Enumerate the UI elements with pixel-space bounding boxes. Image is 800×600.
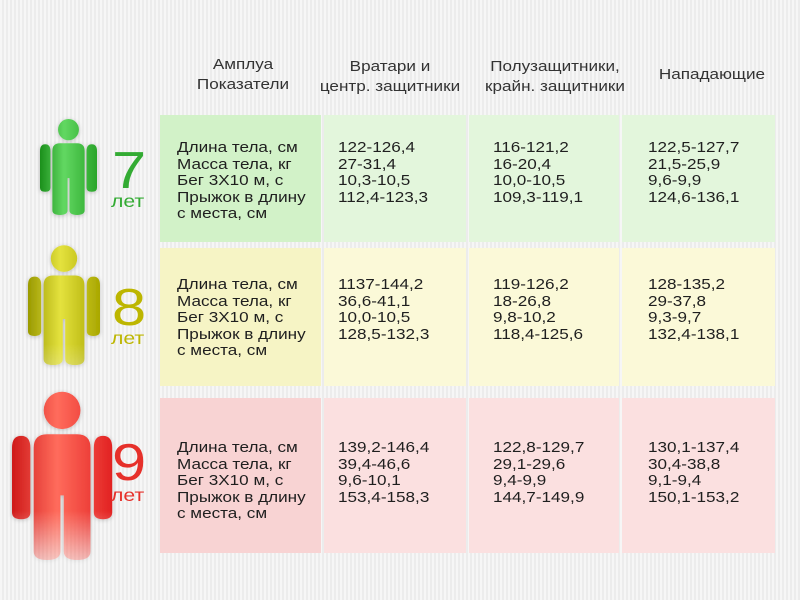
value: 29,1-29,6 <box>493 456 566 473</box>
header-midfielders-line: крайн. защитники <box>485 79 625 95</box>
indicator-label: Бег 3Х10 м, с <box>177 473 284 490</box>
header-midfielders: Полузащитники, крайн. защитники <box>472 57 637 97</box>
age-number: 9 <box>112 434 146 492</box>
indicator-label: Длина тела, см <box>177 440 298 456</box>
value: 21,5-25,9 <box>648 156 721 173</box>
header-forwards: Нападающие <box>635 65 788 85</box>
value: 119-126,2 <box>493 277 569 293</box>
value: 122-126,4 <box>338 140 416 156</box>
goalkeepers-cell: 139,2-146,4 39,4-46,6 9,6-10,1 153,4-158… <box>324 398 466 553</box>
value: 109,3-119,1 <box>493 189 584 206</box>
value: 16-20,4 <box>493 156 552 173</box>
forwards-cell: 128-135,2 29-37,8 9,3-9,7 132,4-138,1 <box>622 248 775 386</box>
value: 1137-144,2 <box>338 277 424 293</box>
value: 9,8-10,2 <box>493 310 556 327</box>
midfielders-cell: 122,8-129,7 29,1-29,6 9,4-9,9 144,7-149,… <box>469 398 619 553</box>
value: 27-31,4 <box>338 156 397 173</box>
indicator-label: Прыжок в длину <box>177 489 306 506</box>
indicator-label: Масса тела, кг <box>177 456 292 473</box>
value: 10,0-10,5 <box>338 310 411 327</box>
header-role-indicators: Амплуа Показатели <box>160 55 325 95</box>
header-goalkeepers-line: центр. защитники <box>319 79 461 95</box>
value: 9,1-9,4 <box>648 473 702 490</box>
midfielders-cell: 116-121,2 16-20,4 10,0-10,5 109,3-119,1 <box>469 115 619 242</box>
age-number: 7 <box>112 142 146 200</box>
value: 150,1-153,2 <box>648 489 740 506</box>
indicator-label: Масса тела, кг <box>177 156 292 173</box>
indicator-label: Прыжок в длину <box>177 189 306 206</box>
value: 10,0-10,5 <box>493 173 566 190</box>
header-role: Амплуа <box>212 57 274 73</box>
forwards-cell: 122,5-127,7 21,5-25,9 9,6-9,9 124,6-136,… <box>622 115 775 242</box>
age-group-row-9: Длина тела, см Масса тела, кг Бег 3Х10 м… <box>160 398 775 553</box>
indicator-label: Бег 3Х10 м, с <box>177 310 284 327</box>
age-figures: 7 лет 8 лет 9 лет <box>12 118 146 560</box>
indicators-cell: Длина тела, см Масса тела, кг Бег 3Х10 м… <box>160 115 321 242</box>
value: 30,4-38,8 <box>648 456 721 473</box>
value: 122,8-129,7 <box>493 440 585 456</box>
value: 139,2-146,4 <box>338 440 430 456</box>
header-goalkeepers-line: Вратари и <box>349 59 431 75</box>
value: 29-37,8 <box>648 293 707 310</box>
value: 18-26,8 <box>493 293 552 310</box>
indicator-label: Бег 3Х10 м, с <box>177 173 284 190</box>
value: 36,6-41,1 <box>338 293 411 310</box>
value: 124,6-136,1 <box>648 189 740 206</box>
value: 122,5-127,7 <box>648 140 740 156</box>
goalkeepers-cell: 1137-144,2 36,6-41,1 10,0-10,5 128,5-132… <box>324 248 466 386</box>
indicator-label: Длина тела, см <box>177 277 298 293</box>
age-unit: лет <box>111 485 144 505</box>
value: 9,4-9,9 <box>493 473 547 490</box>
value: 128,5-132,3 <box>338 326 430 343</box>
value: 128-135,2 <box>648 277 726 293</box>
value: 153,4-158,3 <box>338 489 430 506</box>
age-group-row-7: Длина тела, см Масса тела, кг Бег 3Х10 м… <box>160 115 775 242</box>
forwards-cell: 130,1-137,4 30,4-38,8 9,1-9,4 150,1-153,… <box>622 398 775 553</box>
indicator-label: с места, см <box>177 206 268 223</box>
value: 39,4-46,6 <box>338 456 411 473</box>
value: 144,7-149,9 <box>493 489 585 506</box>
value: 10,3-10,5 <box>338 173 411 190</box>
age-group-row-8: Длина тела, см Масса тела, кг Бег 3Х10 м… <box>160 248 775 386</box>
red-person-icon <box>12 391 113 560</box>
value: 130,1-137,4 <box>648 440 740 456</box>
indicator-label: с места, см <box>177 343 268 360</box>
value: 9,3-9,7 <box>648 310 702 327</box>
value: 116-121,2 <box>493 140 569 156</box>
indicators-cell: Длина тела, см Масса тела, кг Бег 3Х10 м… <box>160 398 321 553</box>
header-midfielders-line: Полузащитники, <box>490 59 620 75</box>
indicators-cell: Длина тела, см Масса тела, кг Бег 3Х10 м… <box>160 248 321 386</box>
value: 132,4-138,1 <box>648 326 740 343</box>
indicator-label: Прыжок в длину <box>177 326 306 343</box>
indicator-label: Масса тела, кг <box>177 293 292 310</box>
header-forwards-line: Нападающие <box>658 67 766 83</box>
midfielders-cell: 119-126,2 18-26,8 9,8-10,2 118,4-125,6 <box>469 248 619 386</box>
value: 9,6-10,1 <box>338 473 401 490</box>
yellow-person-icon <box>28 245 100 365</box>
value: 112,4-123,3 <box>338 189 429 206</box>
goalkeepers-cell: 122-126,4 27-31,4 10,3-10,5 112,4-123,3 <box>324 115 466 242</box>
value: 118,4-125,6 <box>493 326 584 343</box>
value: 9,6-9,9 <box>648 173 702 190</box>
indicator-label: Длина тела, см <box>177 140 298 156</box>
age-number: 8 <box>112 279 146 337</box>
age-unit: лет <box>111 328 144 348</box>
header-indicators: Показатели <box>196 77 290 93</box>
age-unit: лет <box>111 191 144 211</box>
green-person-icon <box>40 118 97 215</box>
indicator-label: с места, см <box>177 506 268 523</box>
header-goalkeepers: Вратари и центр. защитники <box>307 57 472 97</box>
